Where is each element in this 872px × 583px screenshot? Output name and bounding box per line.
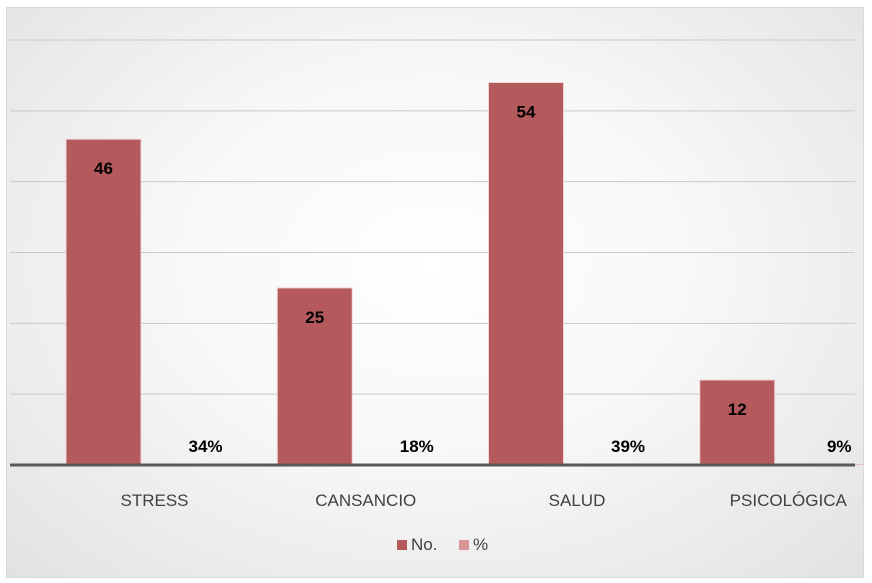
- data-label-pct: 18%: [400, 437, 434, 456]
- legend: No.%: [397, 535, 488, 554]
- data-label-no: 46: [94, 159, 113, 178]
- category-labels: STRESS CANSANCIO SALUD PSICOLÓGICA: [120, 491, 847, 510]
- bar-no-cansancio: [276, 287, 353, 466]
- bars: [65, 82, 863, 466]
- category-label: SALUD: [549, 491, 606, 510]
- bar-chart: 46 34% 25 18% 54 39% 12 9% STRESS CANSANCIO SALUD…: [10, 39, 863, 554]
- data-label-pct: 39%: [611, 437, 645, 456]
- bar-no-psicológica: [699, 379, 776, 466]
- data-labels: 46 34% 25 18% 54 39% 12 9%: [94, 103, 852, 457]
- data-label-no: 25: [305, 308, 324, 327]
- data-label-pct: 9%: [827, 437, 852, 456]
- legend-label-pct: %: [473, 535, 488, 554]
- category-label: CANSANCIO: [315, 491, 416, 510]
- bar-no-stress: [65, 138, 142, 466]
- category-label: STRESS: [120, 491, 188, 510]
- bar-no-salud: [488, 82, 564, 466]
- data-label-no: 12: [728, 400, 747, 419]
- data-label-no: 54: [517, 103, 536, 122]
- legend-swatch-no: [397, 540, 407, 550]
- legend-swatch-pct: [459, 540, 469, 550]
- data-label-pct: 34%: [188, 437, 222, 456]
- legend-label-no: No.: [411, 535, 437, 554]
- chart-frame: 46 34% 25 18% 54 39% 12 9% STRESS CANSANCIO SALUD…: [6, 7, 864, 578]
- category-label: PSICOLÓGICA: [730, 491, 848, 510]
